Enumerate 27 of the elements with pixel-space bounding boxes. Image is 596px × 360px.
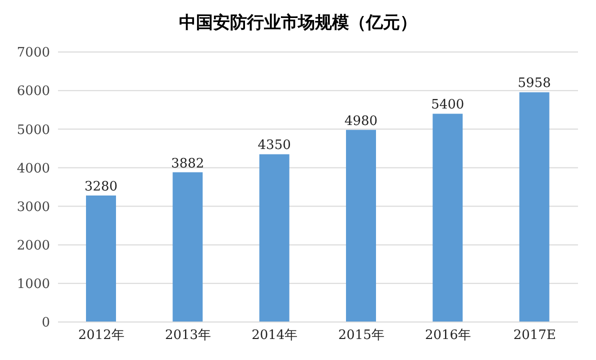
data-label: 3280 [84,179,118,194]
data-label: 4350 [258,138,291,154]
x-tick-label: 2017E [513,328,556,344]
y-tick-label: 2000 [16,238,50,254]
y-tick-label: 1000 [16,277,50,292]
x-tick-label: 2012年 [78,328,124,344]
x-tick-label: 2016年 [424,328,472,344]
x-tick-label: 2015年 [338,328,384,344]
bar [346,130,376,322]
y-tick-label: 7000 [16,46,50,61]
data-label: 4980 [344,114,378,129]
data-label: 3882 [171,156,204,172]
y-tick-label: 0 [42,316,50,331]
bar [259,154,290,322]
y-tick-label: 4000 [16,161,50,176]
y-tick-label: 5000 [16,122,50,138]
chart-title: 中国安防行业市场规模（亿元） [178,12,418,35]
y-tick-label: 6000 [16,84,50,100]
bar [172,172,203,322]
x-tick-label: 2014年 [252,328,298,344]
y-tick-label: 3000 [16,200,50,215]
bar [86,195,116,322]
data-label: 5400 [431,98,464,113]
bar [432,114,463,322]
bar [519,92,550,322]
x-tick-label: 2013年 [164,328,212,344]
data-label: 5958 [518,76,551,92]
